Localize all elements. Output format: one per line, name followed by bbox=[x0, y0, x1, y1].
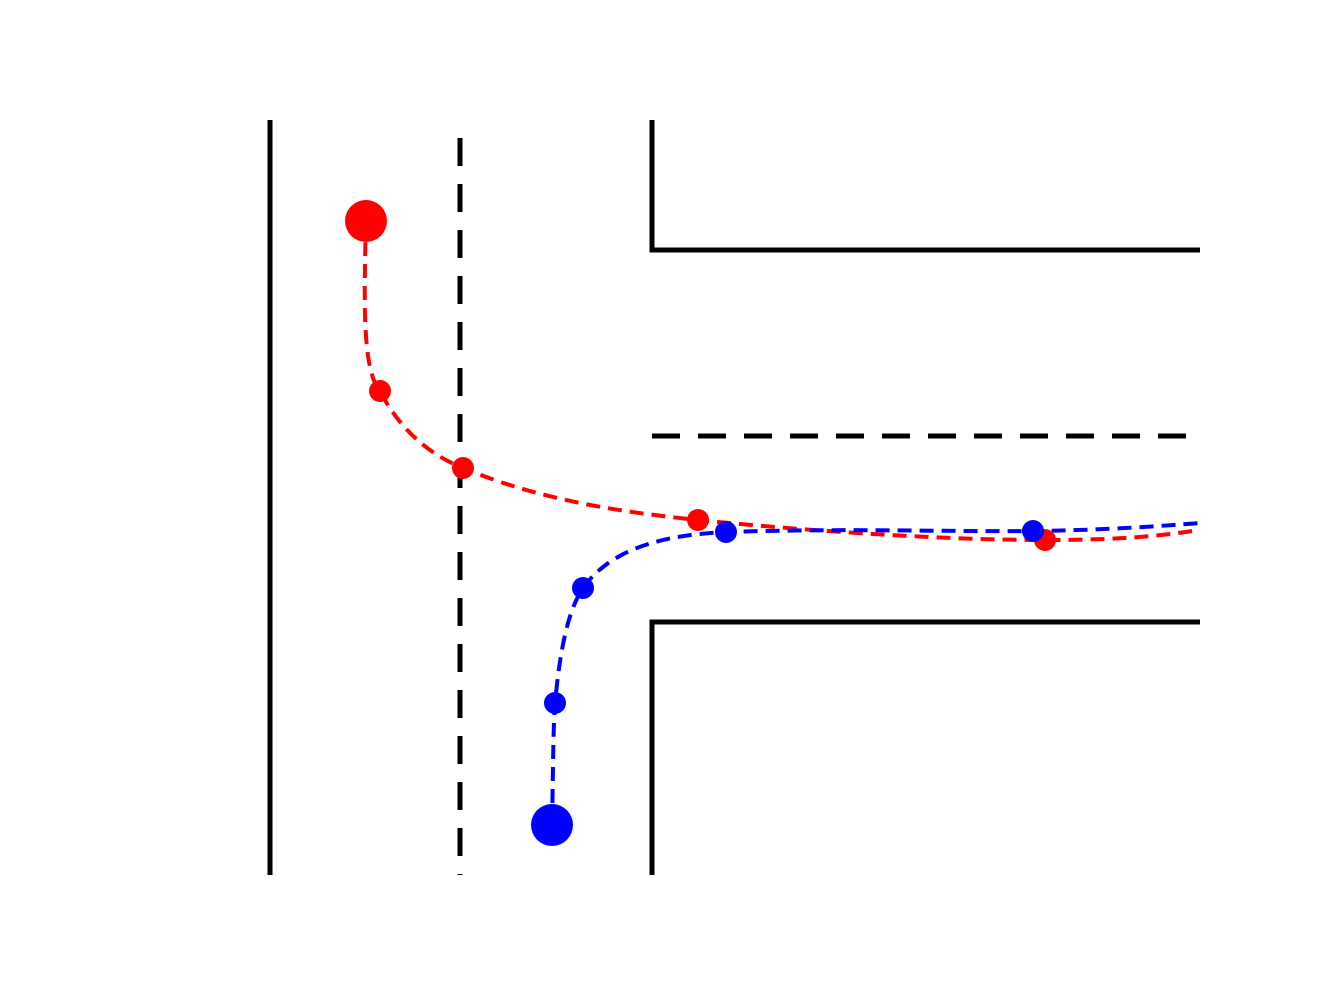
blue-points bbox=[531, 520, 1044, 846]
blue-start bbox=[531, 804, 573, 846]
blue-waypoint bbox=[544, 692, 566, 714]
blue-waypoint bbox=[715, 521, 737, 543]
upper-right-curb bbox=[649, 120, 1200, 253]
blue-waypoint bbox=[1022, 520, 1044, 542]
red-waypoint bbox=[452, 457, 474, 479]
lower-right-curb bbox=[649, 619, 1200, 875]
red-start bbox=[345, 200, 387, 242]
red-waypoint bbox=[687, 509, 709, 531]
blue-waypoint bbox=[572, 577, 594, 599]
red-points bbox=[345, 200, 1056, 551]
blue-trajectory bbox=[550, 521, 1201, 826]
red-waypoint bbox=[369, 380, 391, 402]
lane-dividers bbox=[457, 138, 1190, 875]
red-trajectory bbox=[362, 219, 1201, 543]
road-edges bbox=[267, 120, 1200, 875]
